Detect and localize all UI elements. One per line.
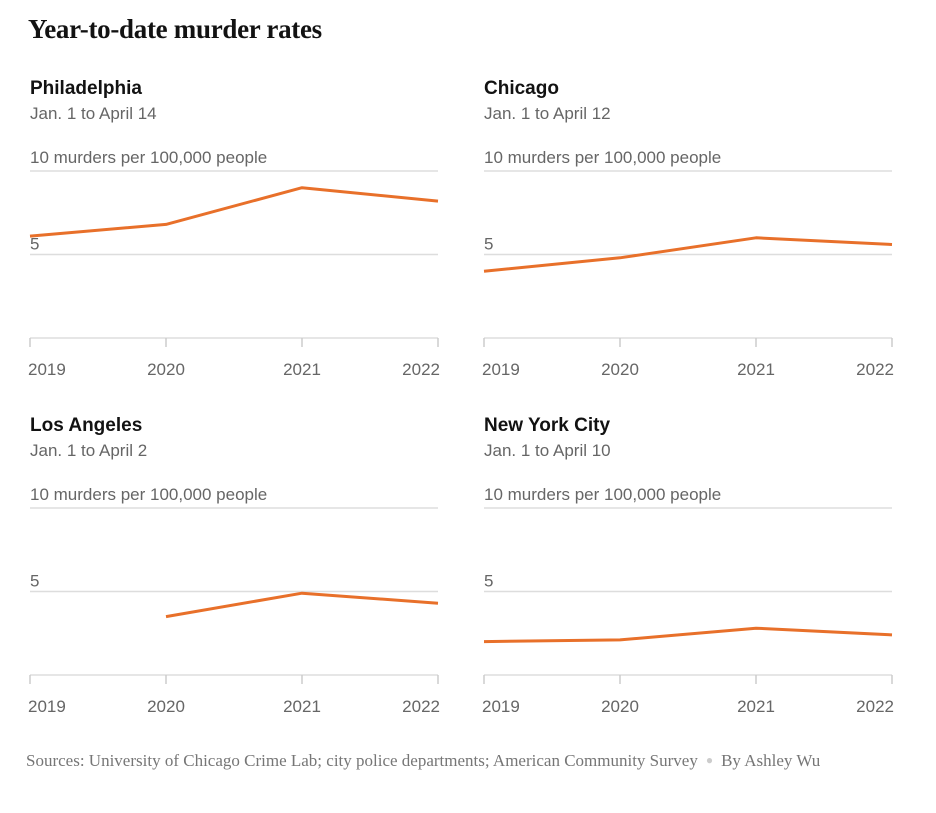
series-line [483, 236, 893, 273]
chart-panel-new-york-city: New York City Jan. 1 to April 10 10 murd… [482, 415, 912, 735]
y-tick-label: 5 [484, 235, 493, 254]
x-tick-label: 2021 [737, 697, 775, 716]
panel-subtitle: Jan. 1 to April 10 [484, 441, 611, 460]
x-tick-label: 2020 [601, 697, 639, 716]
separator-dot: ● [705, 753, 714, 767]
series-line [29, 186, 439, 238]
x-tick-label: 2022 [856, 697, 894, 716]
series-line [483, 626, 893, 644]
y-tick-label: 5 [30, 572, 39, 591]
panel-subtitle: Jan. 1 to April 12 [484, 104, 611, 123]
y-axis-label: 10 murders per 100,000 people [30, 485, 267, 504]
chart-panel-chicago: Chicago Jan. 1 to April 12 10 murders pe… [482, 78, 912, 398]
y-tick-label: 5 [30, 235, 39, 254]
sources-text: Sources: University of Chicago Crime Lab… [26, 751, 698, 770]
panel-title: Chicago [484, 78, 559, 99]
line-chart: 10 murders per 100,000 people 5 2019 2020 20… [482, 148, 894, 379]
y-tick-label: 5 [484, 572, 493, 591]
panel-subtitle: Jan. 1 to April 2 [30, 441, 148, 460]
line-chart: 10 murders per 100,000 people 5 2019 2020 20… [28, 485, 440, 716]
x-tick-label: 2019 [482, 360, 520, 379]
x-tick-label: 2019 [28, 697, 66, 716]
chart-panel-los-angeles: Los Angeles Jan. 1 to April 2 10 murders… [28, 415, 458, 735]
sources-note: Sources: University of Chicago Crime Lab… [26, 748, 846, 773]
chart-panel-philadelphia: Philadelphia Jan. 1 to April 14 10 murde… [28, 78, 458, 398]
y-axis-label: 10 murders per 100,000 people [484, 485, 721, 504]
panel-title: New York City [484, 415, 611, 436]
x-tick-label: 2021 [283, 360, 321, 379]
x-tick-label: 2020 [147, 360, 185, 379]
panel-subtitle: Jan. 1 to April 14 [30, 104, 157, 123]
x-tick-label: 2022 [402, 697, 440, 716]
panel-title: Los Angeles [30, 415, 143, 436]
panel-title: Philadelphia [30, 78, 142, 99]
x-tick-label: 2019 [482, 697, 520, 716]
x-tick-label: 2021 [283, 697, 321, 716]
x-tick-label: 2020 [601, 360, 639, 379]
y-axis-label: 10 murders per 100,000 people [484, 148, 721, 167]
line-chart: 10 murders per 100,000 people 5 2019 2020 20… [482, 485, 894, 716]
x-tick-label: 2019 [28, 360, 66, 379]
series-line [165, 591, 439, 619]
x-tick-label: 2022 [856, 360, 894, 379]
y-axis-label: 10 murders per 100,000 people [30, 148, 267, 167]
x-tick-label: 2021 [737, 360, 775, 379]
line-chart: 10 murders per 100,000 people 5 2019 2020 20… [28, 148, 440, 379]
x-tick-label: 2020 [147, 697, 185, 716]
x-tick-label: 2022 [402, 360, 440, 379]
page-title: Year-to-date murder rates [28, 14, 322, 44]
byline: By Ashley Wu [721, 751, 821, 770]
